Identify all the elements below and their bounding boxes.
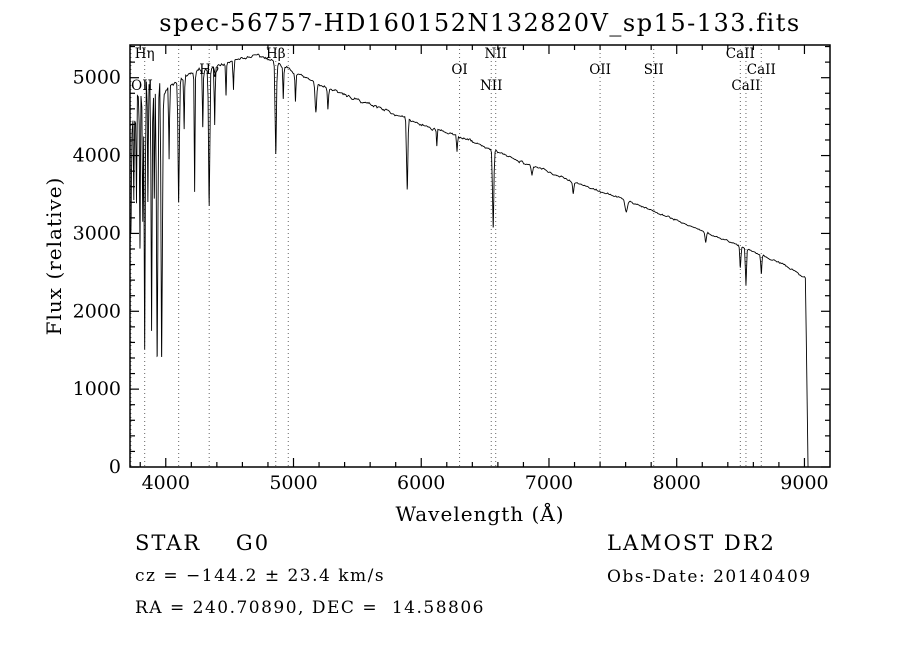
x-tick-label: 7000	[525, 472, 573, 494]
y-tick-label: 1000	[73, 378, 121, 400]
x-tick-label: 8000	[653, 472, 701, 494]
y-tick-label: 3000	[73, 222, 121, 244]
object-class-label: STAR G0	[135, 531, 271, 555]
spectral-line-label: CaII	[731, 78, 760, 94]
spectral-line-label: Hβ	[266, 46, 286, 62]
y-tick-label: 0	[109, 456, 121, 478]
x-tick-label: 9000	[780, 472, 828, 494]
spectral-line-label: OI	[451, 62, 467, 78]
cz-velocity: cz = −144.2 ± 23.4 km/s	[135, 566, 386, 586]
x-tick-label: 6000	[397, 472, 445, 494]
spectral-line-label: SII	[644, 62, 664, 78]
spectrum-plot: 4000 5000 6000 7000 8000 9000 0 1000 2000 3000 400…	[73, 44, 831, 494]
spectral-line-label: Hη	[135, 46, 155, 62]
y-axis-label: Flux (relative)	[42, 176, 66, 336]
y-tick-label: 2000	[73, 300, 121, 322]
spectral-line-label: OII	[131, 78, 153, 94]
spectral-line-markers	[130, 45, 762, 467]
y-tick-label: 5000	[73, 67, 121, 89]
plot-title: spec-56757-HD160152N132820V_sp15-133.fit…	[159, 9, 801, 37]
survey-name: LAMOST DR2	[607, 531, 776, 555]
plot-frame	[129, 44, 831, 468]
spectral-line-label: OII	[589, 62, 611, 78]
y-tick-label: 4000	[73, 145, 121, 167]
ra-dec-coordinates: RA = 240.70890, DEC = 14.58806	[135, 598, 485, 618]
spectral-line-label: NII	[480, 78, 502, 94]
spectral-line-label: CaII	[747, 62, 776, 78]
x-tick-label: 5000	[269, 472, 317, 494]
x-tick-label: 4000	[142, 472, 190, 494]
spectral-line-label: Hγ	[199, 62, 219, 78]
axis-frame	[129, 44, 831, 468]
x-axis-label: Wavelength (Å)	[395, 502, 565, 526]
spectral-line-label: CaII	[726, 46, 755, 62]
spectral-line-label: NII	[484, 46, 506, 62]
obs-date: Obs-Date: 20140409	[607, 567, 812, 587]
flux-trace	[129, 53, 809, 467]
